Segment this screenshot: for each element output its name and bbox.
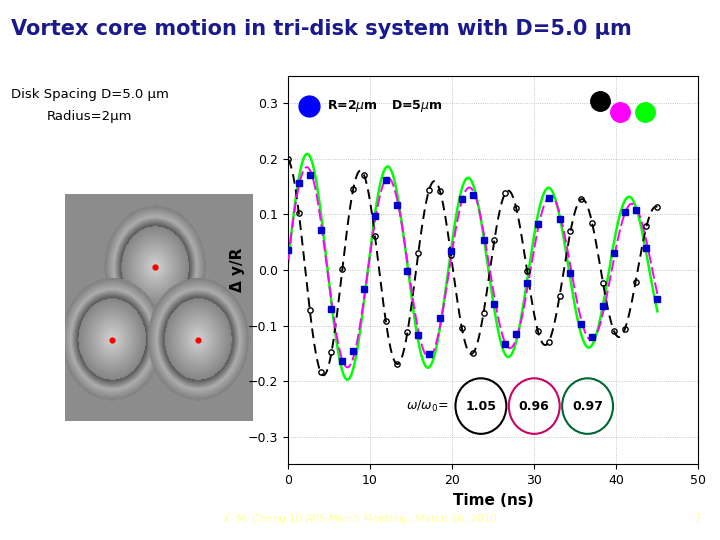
Text: Disk Spacing D=5.0 μm: Disk Spacing D=5.0 μm	[11, 88, 169, 101]
Y-axis label: Δ y/R: Δ y/R	[230, 248, 245, 292]
Text: Radius=2μm: Radius=2μm	[48, 110, 132, 123]
Text: Vortex core motion in tri-disk system with D=5.0 μm: Vortex core motion in tri-disk system wi…	[11, 19, 631, 39]
Text: 7: 7	[694, 512, 702, 525]
X-axis label: Time (ns): Time (ns)	[453, 492, 534, 508]
Text: 0.97: 0.97	[572, 400, 603, 413]
Text: D=5$\mu$m: D=5$\mu$m	[391, 98, 442, 114]
Text: X. M. Cheng 10 APS March Meeting , March 16, 2010: X. M. Cheng 10 APS March Meeting , March…	[223, 514, 497, 524]
Text: R=2$\mu$m: R=2$\mu$m	[328, 98, 378, 114]
Text: $\omega/\omega_0$=: $\omega/\omega_0$=	[406, 399, 448, 414]
Text: 1.05: 1.05	[465, 400, 496, 413]
Text: 0.96: 0.96	[519, 400, 549, 413]
